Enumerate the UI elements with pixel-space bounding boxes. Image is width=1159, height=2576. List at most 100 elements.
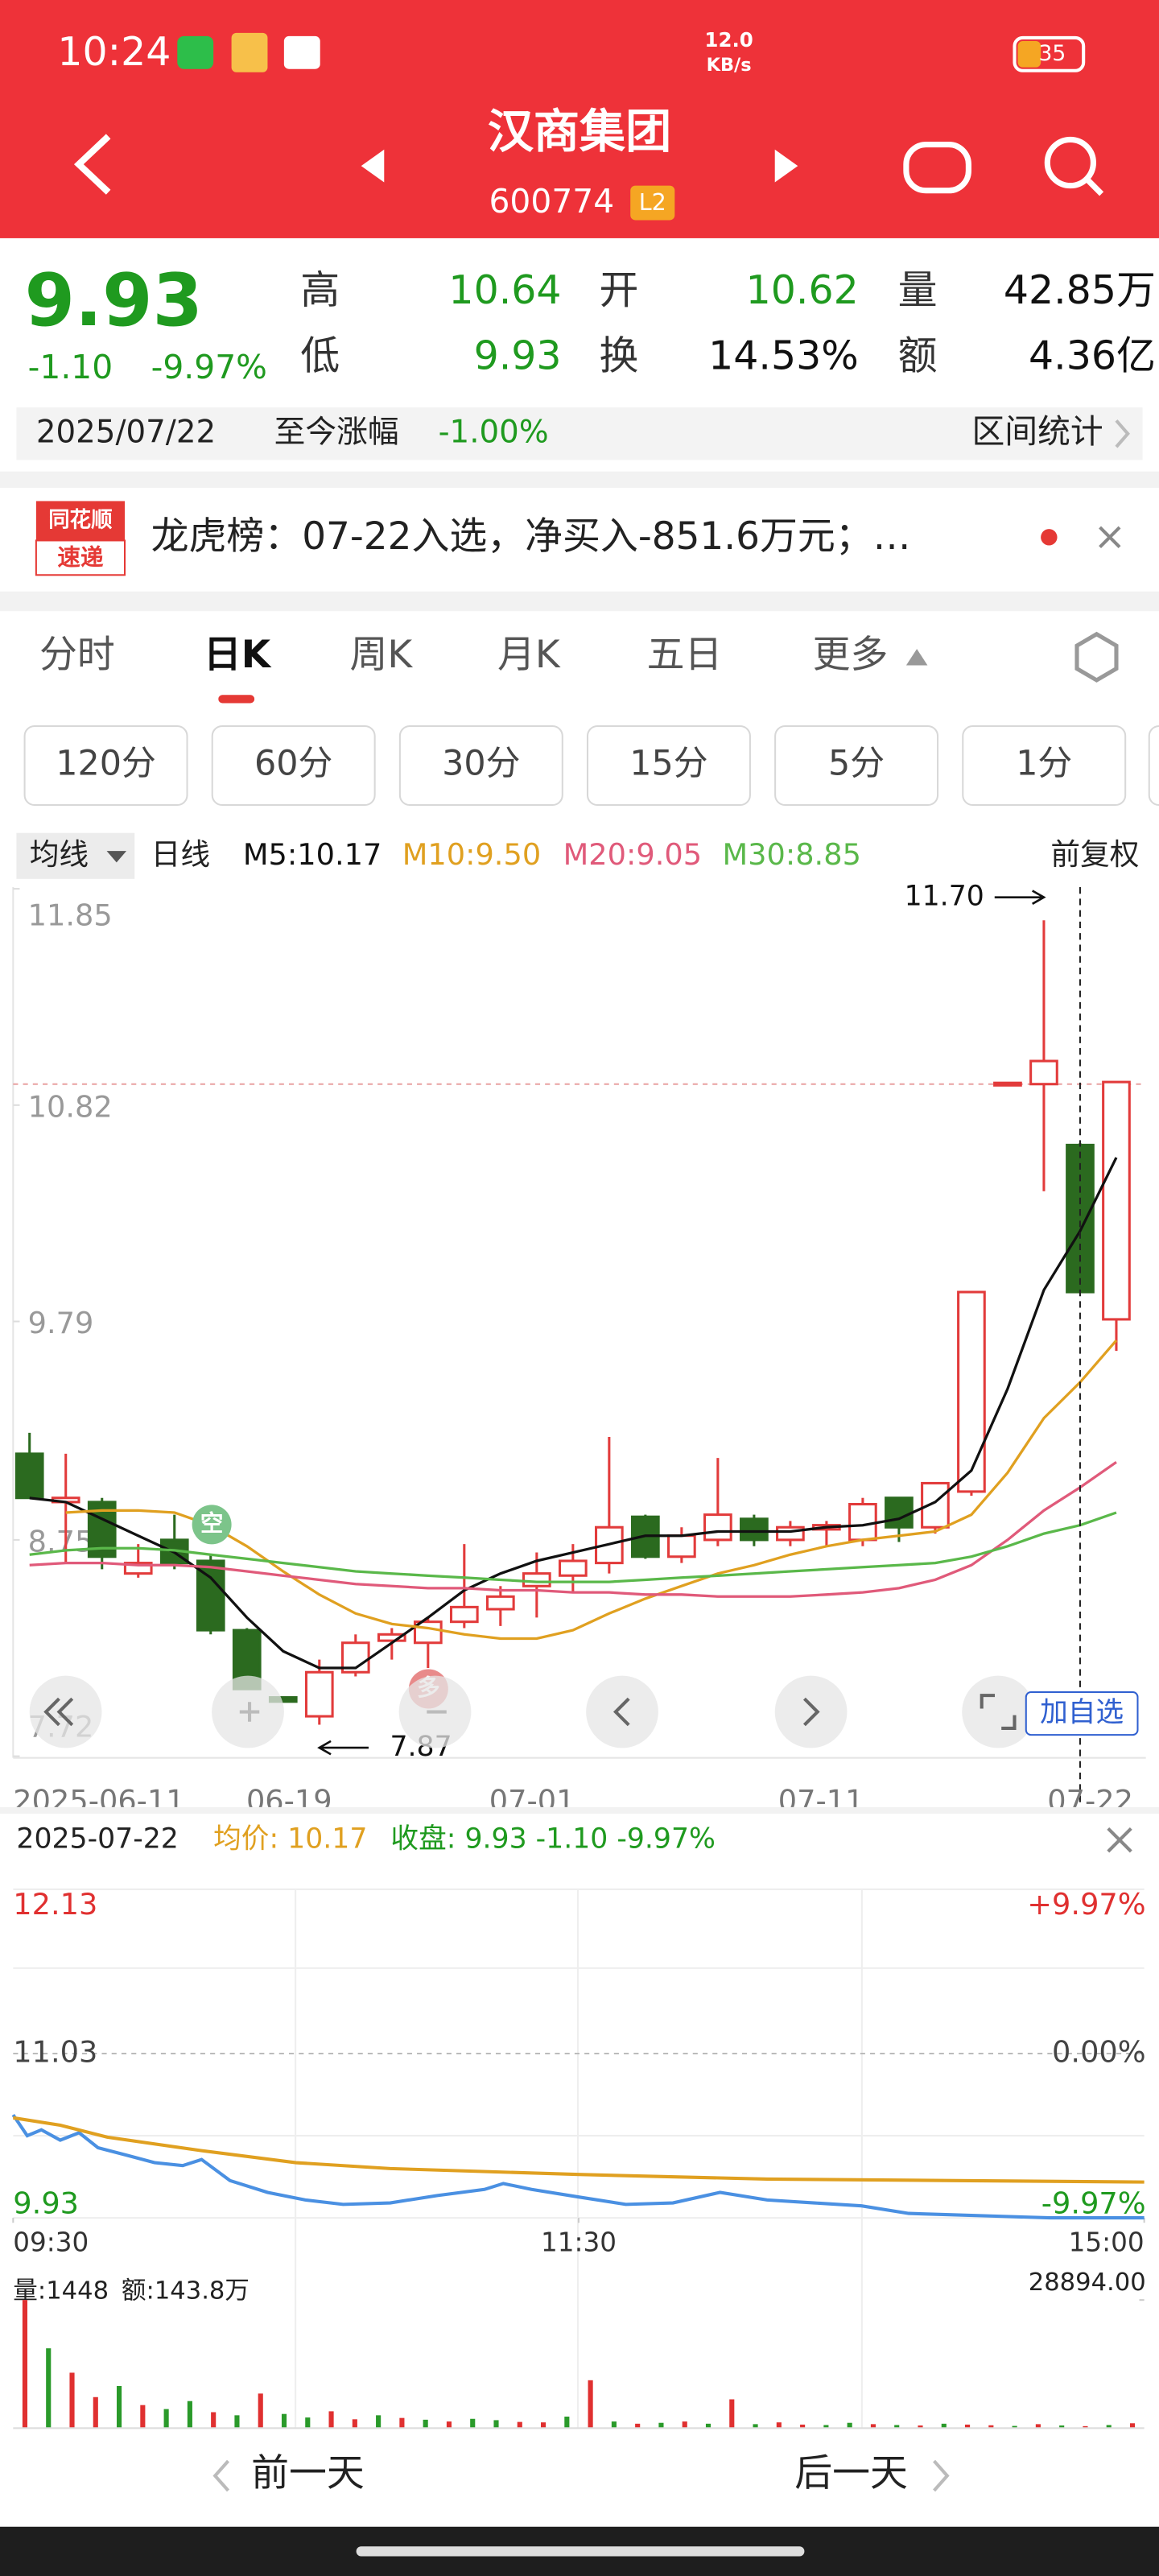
chart-settings[interactable] bbox=[1074, 631, 1119, 683]
stat-label: 高 bbox=[300, 267, 340, 313]
chart-control[interactable] bbox=[586, 1675, 658, 1748]
price-change-pct: -9.97% bbox=[151, 348, 267, 386]
zoom-out-icon bbox=[239, 1702, 447, 1722]
robot-button[interactable] bbox=[903, 142, 971, 194]
candle-body bbox=[522, 1572, 551, 1587]
candle-body bbox=[377, 1633, 406, 1642]
volume-bar bbox=[894, 2425, 900, 2429]
net-unit: KB/s bbox=[707, 55, 752, 76]
separator bbox=[0, 471, 1159, 489]
volume-bar bbox=[988, 2425, 994, 2429]
add-watchlist-button[interactable] bbox=[1025, 1691, 1139, 1736]
notice-badge-top-text: 同花顺 bbox=[48, 507, 113, 532]
stat-value: 14.53% bbox=[708, 332, 859, 378]
volume-bar bbox=[305, 2417, 311, 2429]
candle-body bbox=[14, 1452, 44, 1500]
volume-bar bbox=[1083, 2425, 1088, 2429]
y-tick-label: 9.93 bbox=[13, 2186, 79, 2220]
stat-label: 开 bbox=[599, 267, 638, 313]
volume-bar bbox=[399, 2417, 405, 2429]
ma-selector[interactable]: 均线 bbox=[30, 837, 89, 872]
chart-control[interactable] bbox=[962, 1675, 1034, 1748]
prev-stock[interactable] bbox=[361, 149, 385, 183]
x-tick-label: 15:00 bbox=[1069, 2227, 1145, 2258]
range-value: -1.00% bbox=[439, 414, 549, 450]
ma-legend: M20:9.05 bbox=[563, 837, 702, 872]
volume-bar bbox=[588, 2380, 593, 2429]
range-stats-link[interactable]: 区间统计 bbox=[972, 412, 1103, 451]
avg-line bbox=[13, 2116, 1145, 2184]
level-text: L2 bbox=[639, 188, 666, 216]
separator bbox=[0, 1806, 1159, 1814]
period-button[interactable] bbox=[1148, 725, 1159, 807]
chart-tab[interactable]: 分时 bbox=[39, 633, 115, 677]
add-watchlist-text: 加自选 bbox=[1040, 1697, 1124, 1729]
volume-bar bbox=[22, 2300, 28, 2429]
stat-value: 42.85万 bbox=[1004, 267, 1156, 313]
notice-badge-bottom bbox=[35, 539, 126, 576]
candle-body bbox=[740, 1517, 769, 1542]
volume-bar bbox=[918, 2425, 923, 2429]
search-button[interactable] bbox=[1044, 136, 1096, 189]
notice-close[interactable] bbox=[1099, 526, 1121, 549]
volume-bar bbox=[352, 2419, 357, 2429]
line-kind: 日线 bbox=[151, 837, 210, 872]
chart-control[interactable] bbox=[29, 1675, 102, 1748]
ma-legend: M30:8.85 bbox=[722, 837, 860, 872]
candle-body bbox=[413, 1620, 443, 1645]
app-icon bbox=[231, 32, 268, 72]
next-day-arrow bbox=[933, 2459, 950, 2492]
adjust-mode[interactable]: 前复权 bbox=[1050, 837, 1139, 872]
status-time: 10:24 bbox=[57, 29, 171, 75]
candle-body bbox=[1029, 1059, 1058, 1086]
period-label: 60分 bbox=[254, 744, 332, 784]
stat-value: 4.36亿 bbox=[1029, 332, 1156, 378]
period-button[interactable] bbox=[23, 725, 188, 807]
volume-bar bbox=[823, 2425, 829, 2429]
chart-control[interactable] bbox=[774, 1675, 848, 1748]
range-label: 至今涨幅 bbox=[274, 414, 399, 450]
chart-tab[interactable]: 周K bbox=[349, 633, 413, 677]
chart-tab[interactable]: 更多 bbox=[813, 633, 889, 677]
period-button[interactable] bbox=[962, 725, 1127, 807]
net-speed: 12.0 bbox=[704, 28, 753, 52]
short-marker-text: 空 bbox=[200, 1509, 224, 1537]
period-label: 120分 bbox=[56, 744, 156, 784]
candle-body bbox=[449, 1605, 479, 1624]
next-stock[interactable] bbox=[774, 149, 798, 183]
battery-level bbox=[1017, 41, 1041, 68]
period-button[interactable] bbox=[586, 725, 751, 807]
candle-body bbox=[957, 1290, 986, 1493]
control-icons bbox=[43, 1694, 1017, 1730]
stat-label: 量 bbox=[898, 267, 938, 313]
volume-bar bbox=[870, 2424, 876, 2429]
chart-tab[interactable]: 日K bbox=[204, 633, 272, 677]
amount-label: 额:143.8万 bbox=[122, 2277, 250, 2305]
prev-day-button[interactable]: 前一天 bbox=[251, 2451, 365, 2496]
high-arrow bbox=[994, 890, 1046, 905]
period-button[interactable] bbox=[774, 725, 939, 807]
home-indicator[interactable] bbox=[356, 2546, 805, 2557]
period-button[interactable] bbox=[398, 725, 563, 807]
volume-bar bbox=[211, 2412, 217, 2429]
volume-bar bbox=[140, 2405, 146, 2429]
intraday-close[interactable] bbox=[1107, 1827, 1132, 1853]
back-button[interactable] bbox=[73, 134, 111, 195]
ma-legend: M5:10.17 bbox=[243, 837, 382, 872]
chart-tab[interactable]: 月K bbox=[497, 633, 561, 677]
period-button[interactable] bbox=[211, 725, 376, 807]
stat-value: 9.93 bbox=[474, 332, 562, 378]
active-tab-underline bbox=[218, 695, 255, 704]
volume-label: 量:1448 bbox=[13, 2277, 109, 2305]
range-chevron bbox=[1115, 419, 1130, 448]
notice-text[interactable]: 龙虎榜：07-22入选，净买入-851.6万元；… bbox=[151, 514, 911, 559]
volume-bar bbox=[800, 2424, 806, 2429]
chart-tab[interactable]: 五日 bbox=[647, 633, 723, 677]
battery bbox=[1013, 35, 1086, 72]
volume-bar bbox=[46, 2348, 52, 2429]
high-annotation: 11.70 bbox=[905, 881, 984, 913]
next-day-button[interactable]: 后一天 bbox=[794, 2451, 908, 2496]
period-label: 1分 bbox=[1016, 744, 1072, 784]
